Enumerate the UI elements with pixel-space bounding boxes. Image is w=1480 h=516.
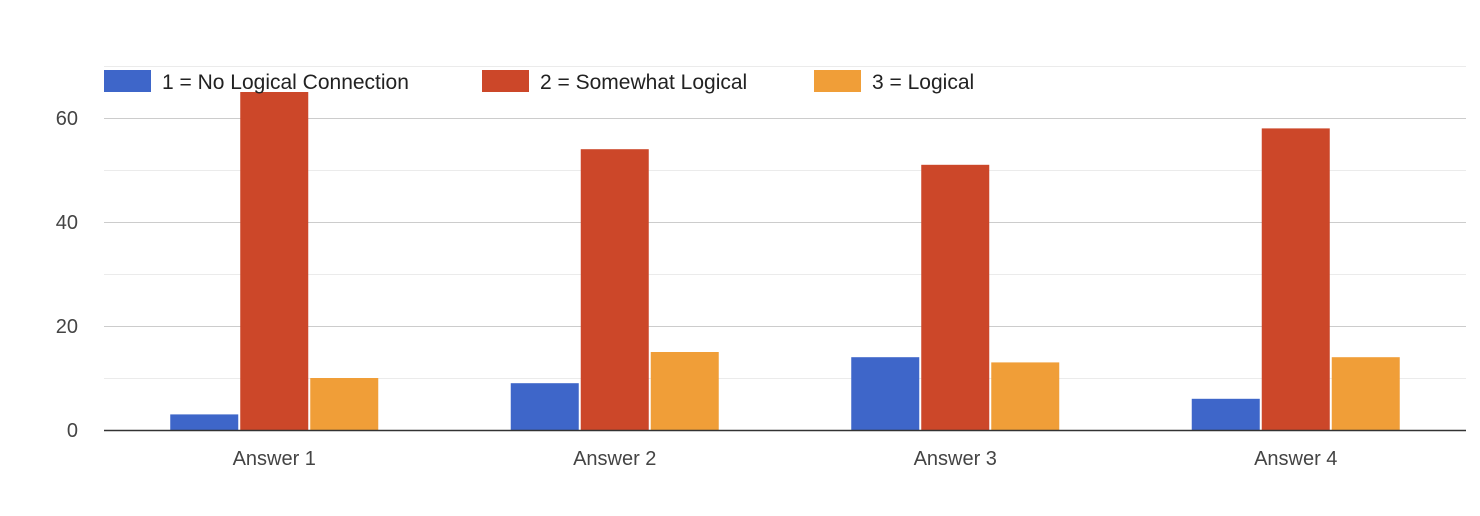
bar-answer-4-series-3	[1331, 357, 1400, 430]
bar-answer-2-series-3	[650, 352, 719, 430]
bar-answer-2-series-2	[580, 149, 649, 430]
bar-answer-3-series-2	[921, 164, 990, 431]
legend: 1 = No Logical Connection 2 = Somewhat Lo…	[104, 70, 974, 94]
x-tick-label: Answer 2	[573, 448, 656, 470]
bar-answer-1-series-3	[310, 378, 379, 430]
bar-answer-2-series-1	[510, 383, 579, 430]
legend-label: 2 = Somewhat Logical	[540, 71, 747, 94]
y-axis-ticks: 0 20 40 60	[56, 108, 78, 442]
legend-swatch	[814, 70, 861, 92]
x-axis-ticks: Answer 1 Answer 2 Answer 3 Answer 4	[233, 448, 1338, 470]
x-tick-label: Answer 4	[1254, 448, 1337, 470]
bar-group	[170, 92, 1400, 431]
legend-label: 3 = Logical	[872, 71, 974, 94]
y-tick-label: 40	[56, 212, 78, 234]
y-tick-label: 60	[56, 108, 78, 130]
bar-answer-4-series-2	[1261, 128, 1330, 430]
legend-swatch	[482, 70, 529, 92]
gridlines	[104, 66, 1466, 379]
y-tick-label: 0	[67, 420, 78, 442]
bar-answer-4-series-1	[1191, 398, 1260, 430]
bar-answer-1-series-2	[240, 92, 309, 430]
x-tick-label: Answer 1	[233, 448, 316, 470]
bar-answer-1-series-1	[170, 414, 239, 430]
legend-swatch	[104, 70, 151, 92]
x-tick-label: Answer 3	[914, 448, 997, 470]
legend-label: 1 = No Logical Connection	[162, 71, 409, 94]
bar-answer-3-series-3	[991, 362, 1060, 430]
y-tick-label: 20	[56, 316, 78, 338]
bar-answer-3-series-1	[851, 357, 920, 430]
